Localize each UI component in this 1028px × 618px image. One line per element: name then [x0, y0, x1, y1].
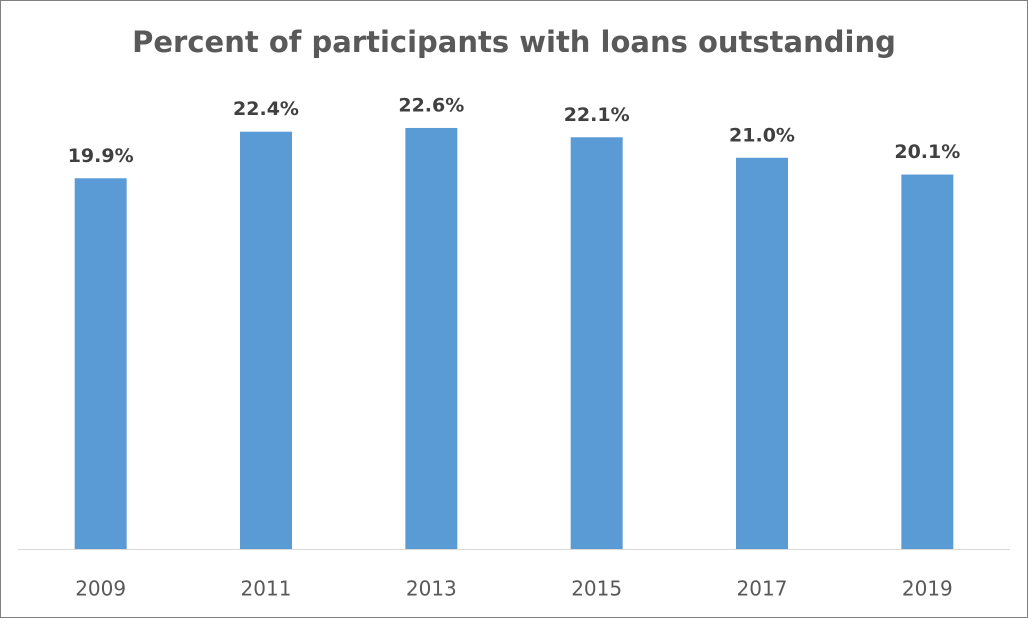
x-tick-label: 2011 — [241, 577, 292, 601]
chart-title: Percent of participants with loans outst… — [132, 25, 896, 59]
bar — [74, 178, 127, 549]
value-label: 22.1% — [564, 104, 630, 126]
value-label: 22.4% — [233, 98, 299, 120]
x-tick-label: 2009 — [75, 577, 126, 601]
bar — [736, 157, 788, 549]
bar — [240, 131, 292, 550]
value-label: 20.1% — [894, 141, 960, 163]
value-label: 21.0% — [729, 124, 795, 146]
bar — [570, 137, 623, 550]
x-tick-label: 2015 — [571, 577, 622, 601]
x-tick-label: 2019 — [902, 577, 953, 601]
value-label: 22.6% — [398, 94, 464, 116]
x-tick-label: 2013 — [406, 577, 457, 601]
bar — [901, 174, 954, 550]
value-label: 19.9% — [68, 145, 134, 167]
x-tick-label: 2017 — [737, 577, 788, 601]
bar — [405, 127, 458, 549]
